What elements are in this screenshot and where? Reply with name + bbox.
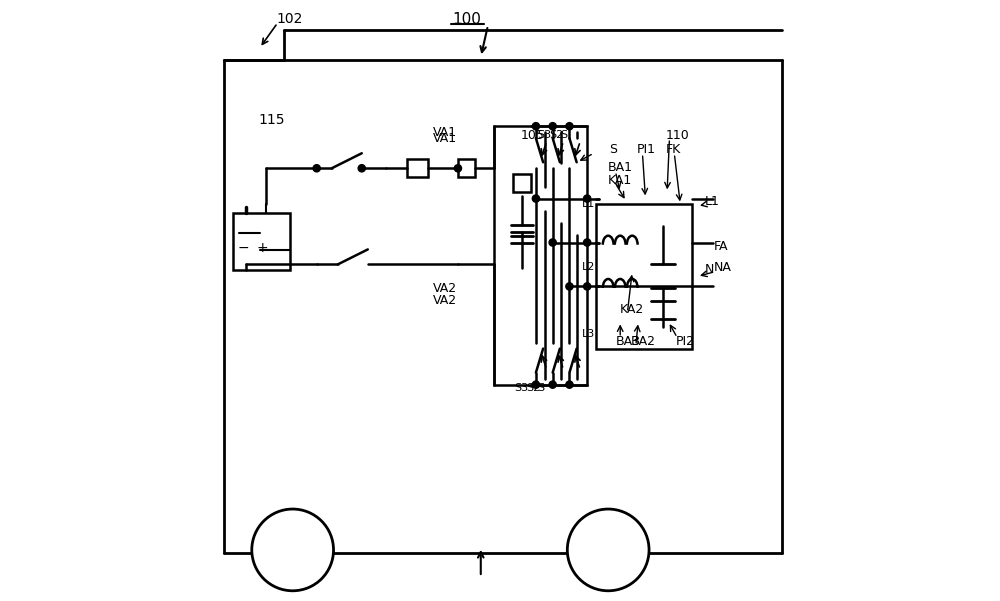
Circle shape [584,239,591,246]
Text: VA1: VA1 [433,126,457,139]
Text: BA2: BA2 [631,335,656,348]
Circle shape [454,165,462,172]
Text: L1: L1 [582,200,596,209]
Text: +: + [257,240,268,255]
Circle shape [252,509,334,591]
Text: PI2: PI2 [676,335,695,348]
Text: VA1: VA1 [433,132,457,145]
Text: FA: FA [713,240,728,253]
Text: 115: 115 [258,113,285,127]
Text: S: S [537,383,544,392]
Text: VA2: VA2 [433,294,457,307]
Circle shape [532,381,540,388]
Text: S2: S2 [549,130,564,140]
Circle shape [358,165,365,172]
Circle shape [532,195,540,202]
Circle shape [566,283,573,290]
Circle shape [584,283,591,290]
Text: S3: S3 [514,383,529,392]
Bar [596,204,692,349]
Text: 100: 100 [453,12,481,26]
Circle shape [549,381,556,388]
Text: −: − [237,240,249,255]
Text: BA3: BA3 [616,335,641,348]
Circle shape [566,123,573,130]
Text: 105: 105 [521,129,545,142]
Bar [233,213,290,270]
Text: L3: L3 [582,329,596,338]
Bar [513,174,531,192]
Bar [494,126,587,385]
Text: L1: L1 [704,195,719,208]
Text: S: S [560,130,567,140]
Text: BA1: BA1 [608,160,633,174]
Circle shape [567,509,649,591]
Text: L2: L2 [582,263,596,272]
Text: NA: NA [713,261,731,274]
Text: N: N [704,263,714,276]
Text: PI1: PI1 [636,142,655,156]
Text: VA2: VA2 [433,282,457,295]
Text: KA1: KA1 [608,174,632,187]
Text: FK: FK [665,142,681,156]
Circle shape [566,381,573,388]
Bar [458,159,475,177]
Bar [407,159,428,177]
Circle shape [532,123,540,130]
Text: KA2: KA2 [620,303,644,316]
Text: 110: 110 [665,129,689,142]
Circle shape [584,195,591,202]
Text: 102: 102 [276,12,303,26]
Circle shape [313,165,320,172]
Text: S: S [609,142,617,156]
Circle shape [549,123,556,130]
Text: S2: S2 [526,383,540,392]
Text: S3: S3 [537,130,551,140]
Circle shape [549,239,556,246]
